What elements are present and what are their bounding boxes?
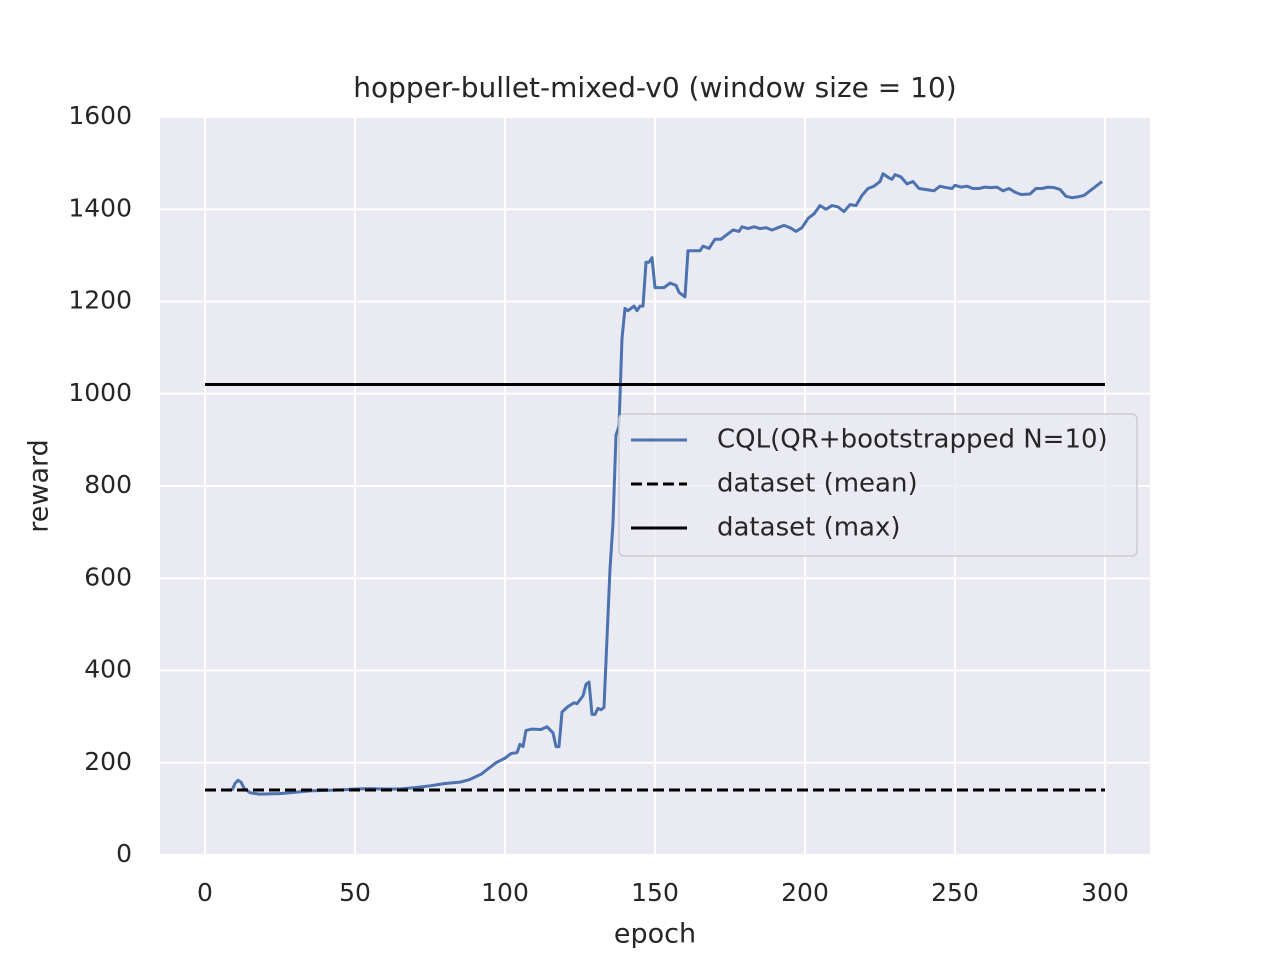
y-tick-label: 1200 (68, 286, 132, 315)
y-tick-label: 1400 (68, 193, 132, 222)
legend-label: dataset (max) (717, 513, 901, 543)
y-tick-label: 1000 (68, 378, 132, 407)
x-tick-label: 250 (931, 878, 979, 907)
y-tick-label: 600 (84, 562, 132, 591)
x-tick-label: 300 (1081, 878, 1129, 907)
legend: CQL(QR+bootstrapped N=10) dataset (mean) d… (618, 413, 1138, 557)
y-tick-label: 800 (84, 470, 132, 499)
y-tick-label: 1600 (68, 101, 132, 130)
y-tick-label: 0 (116, 839, 132, 868)
y-axis-label: reward (24, 439, 55, 533)
legend-box (618, 413, 1138, 557)
x-tick-label: 0 (197, 878, 213, 907)
x-tick-label: 50 (339, 878, 371, 907)
x-tick-label: 150 (631, 878, 679, 907)
legend-label: dataset (mean) (717, 469, 918, 499)
y-tick-label: 400 (84, 655, 132, 684)
chart-title: hopper-bullet-mixed-v0 (window size = 10… (353, 71, 956, 104)
y-tick-label: 200 (84, 747, 132, 776)
x-tick-label: 100 (481, 878, 529, 907)
data-line (230, 172, 1103, 796)
legend-label: CQL(QR+bootstrapped N=10) (717, 425, 1108, 455)
x-axis-label: epoch (614, 919, 696, 950)
x-tick-label: 200 (781, 878, 829, 907)
